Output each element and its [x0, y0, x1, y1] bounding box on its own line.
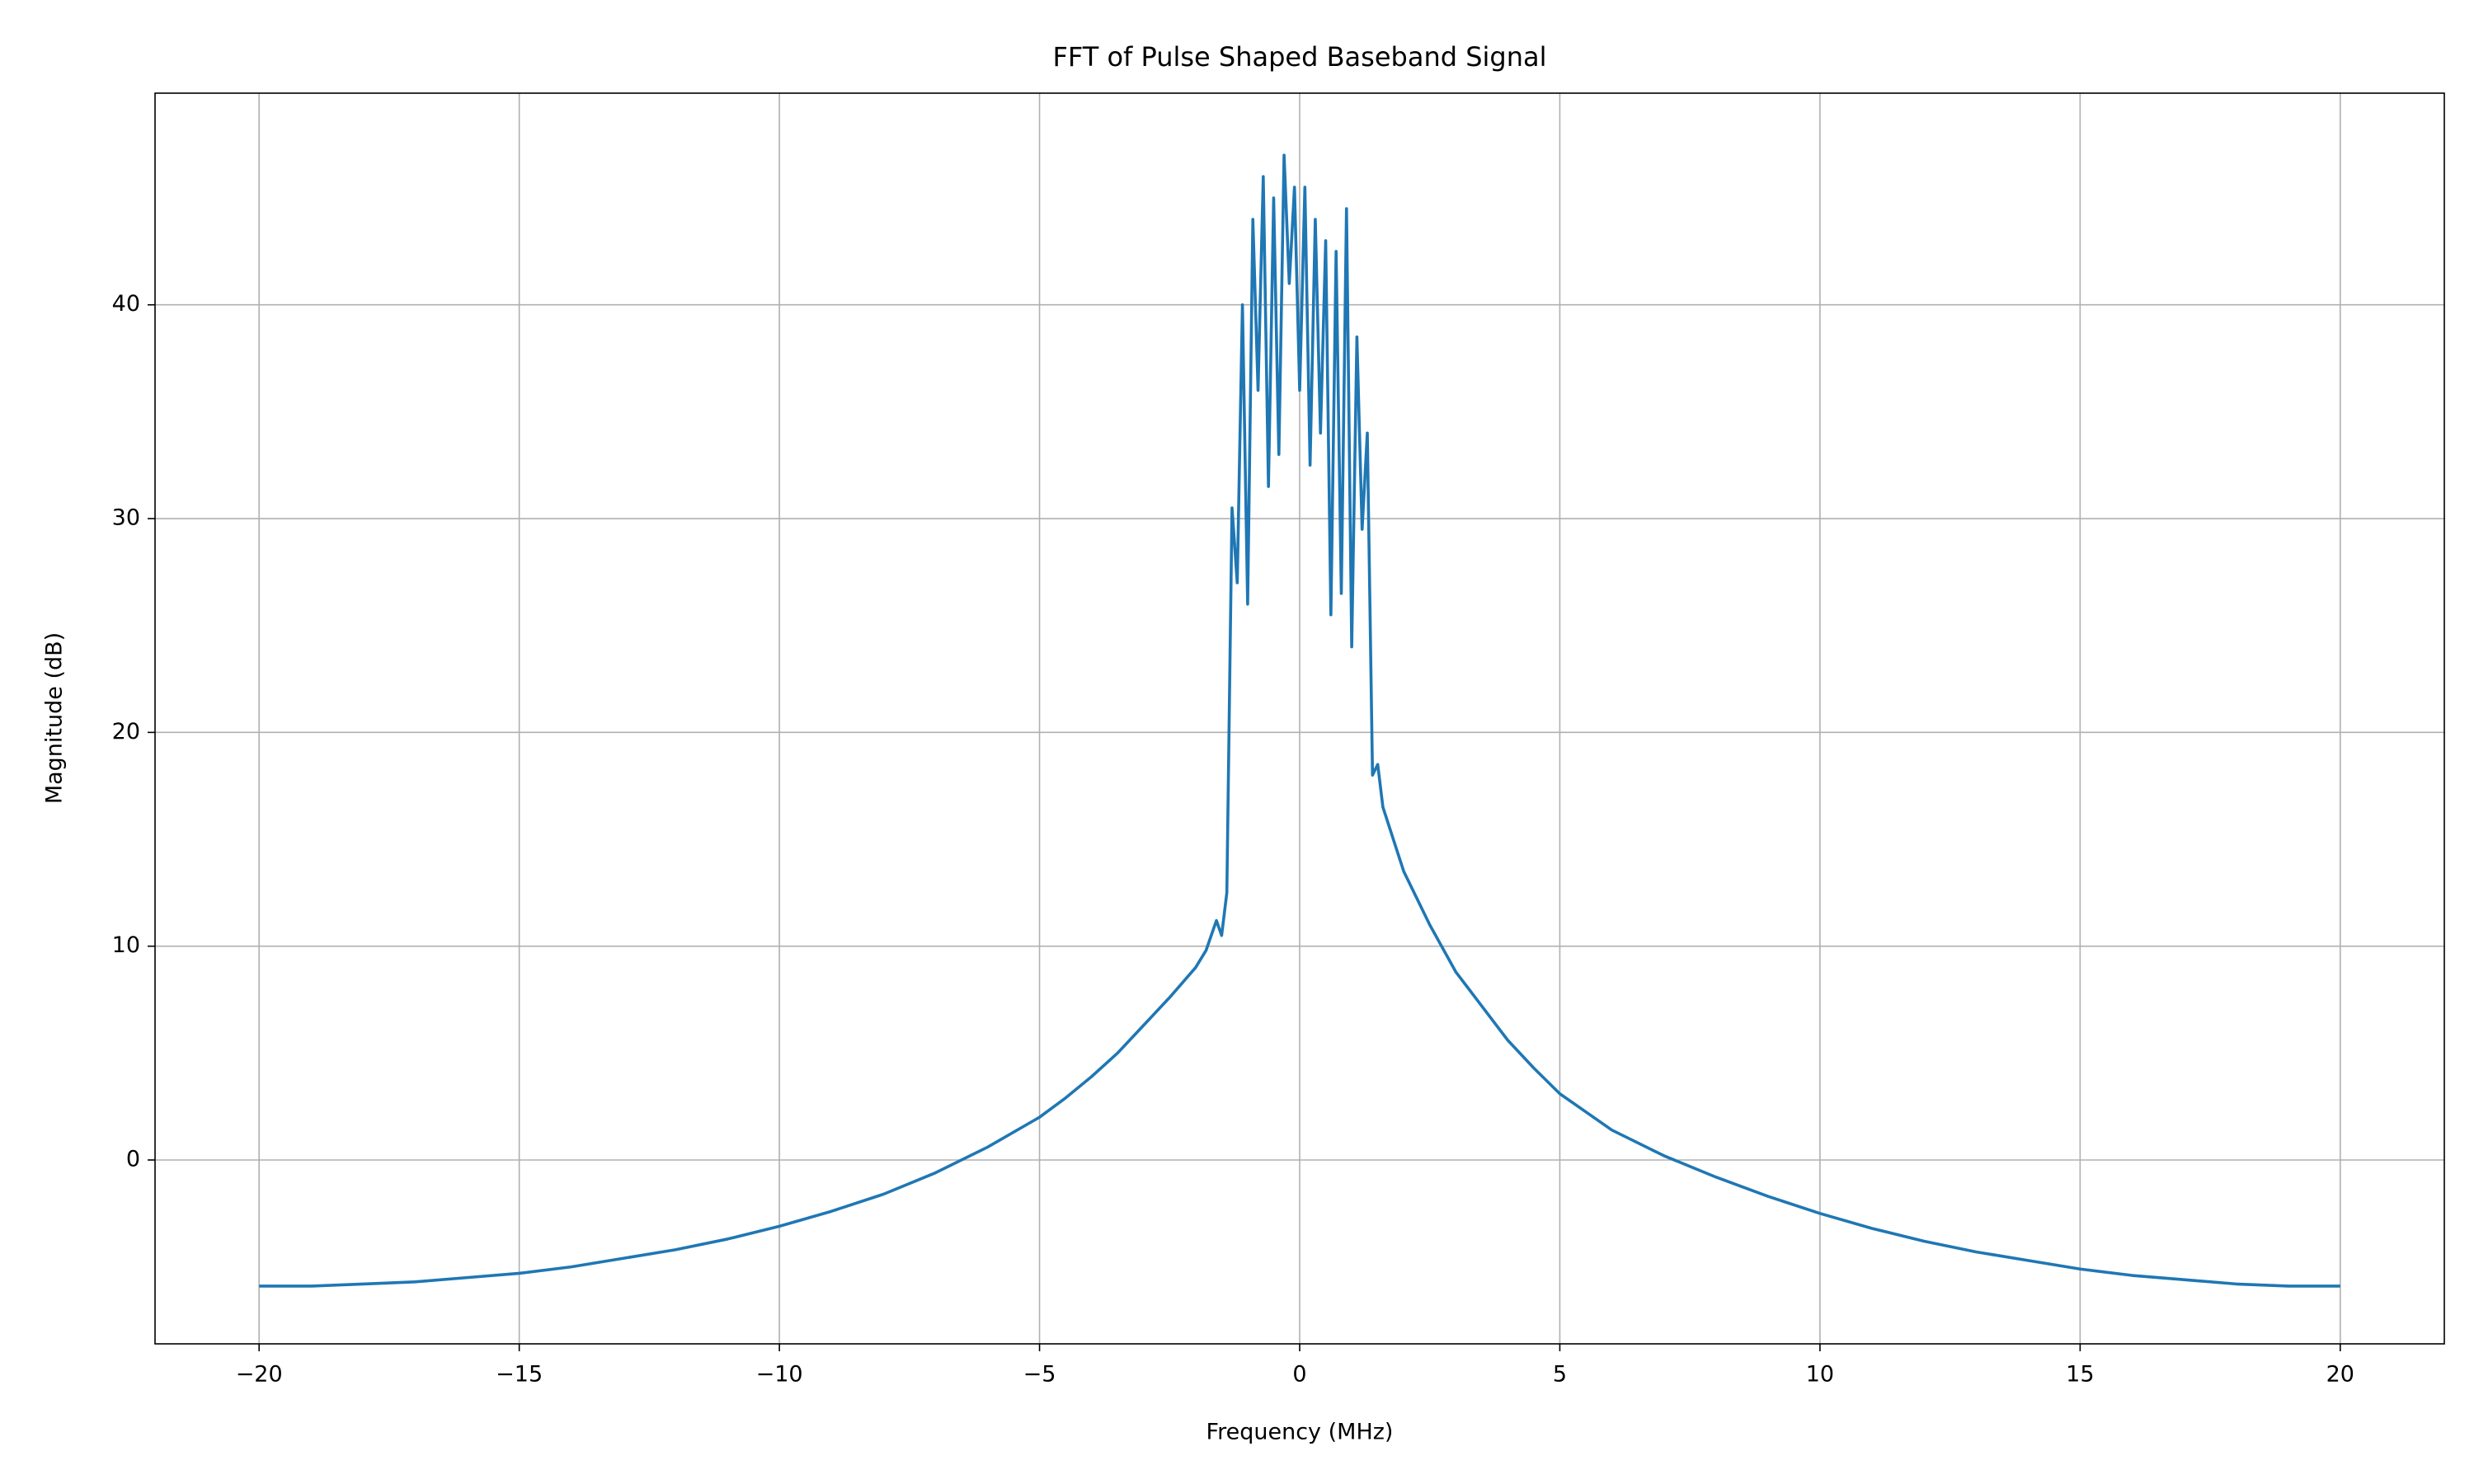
- chart-title: FFT of Pulse Shaped Baseband Signal: [1052, 41, 1546, 73]
- x-tick-label: 15: [2066, 1362, 2094, 1388]
- y-tick-label: 40: [112, 291, 140, 317]
- data-line: [259, 153, 2340, 1288]
- x-tick-label: 10: [1806, 1362, 1834, 1388]
- x-tick-label: 20: [2326, 1362, 2354, 1388]
- x-tick-label: −15: [496, 1362, 543, 1388]
- x-tick-label: 0: [1292, 1362, 1306, 1388]
- x-tick-label: 5: [1553, 1362, 1567, 1388]
- y-axis-label: Magnitude (dB): [42, 632, 68, 804]
- y-tick-label: 20: [112, 719, 140, 744]
- y-tick-label: 30: [112, 505, 140, 531]
- x-tick-label: −10: [756, 1362, 803, 1388]
- x-axis-label: Frequency (MHz): [1206, 1420, 1394, 1445]
- plot-frame: [154, 92, 2445, 1345]
- x-tick-label: −5: [1023, 1362, 1056, 1388]
- x-tick-label: −20: [236, 1362, 283, 1388]
- y-tick-label: 0: [126, 1146, 140, 1172]
- y-tick-label: 10: [112, 932, 140, 958]
